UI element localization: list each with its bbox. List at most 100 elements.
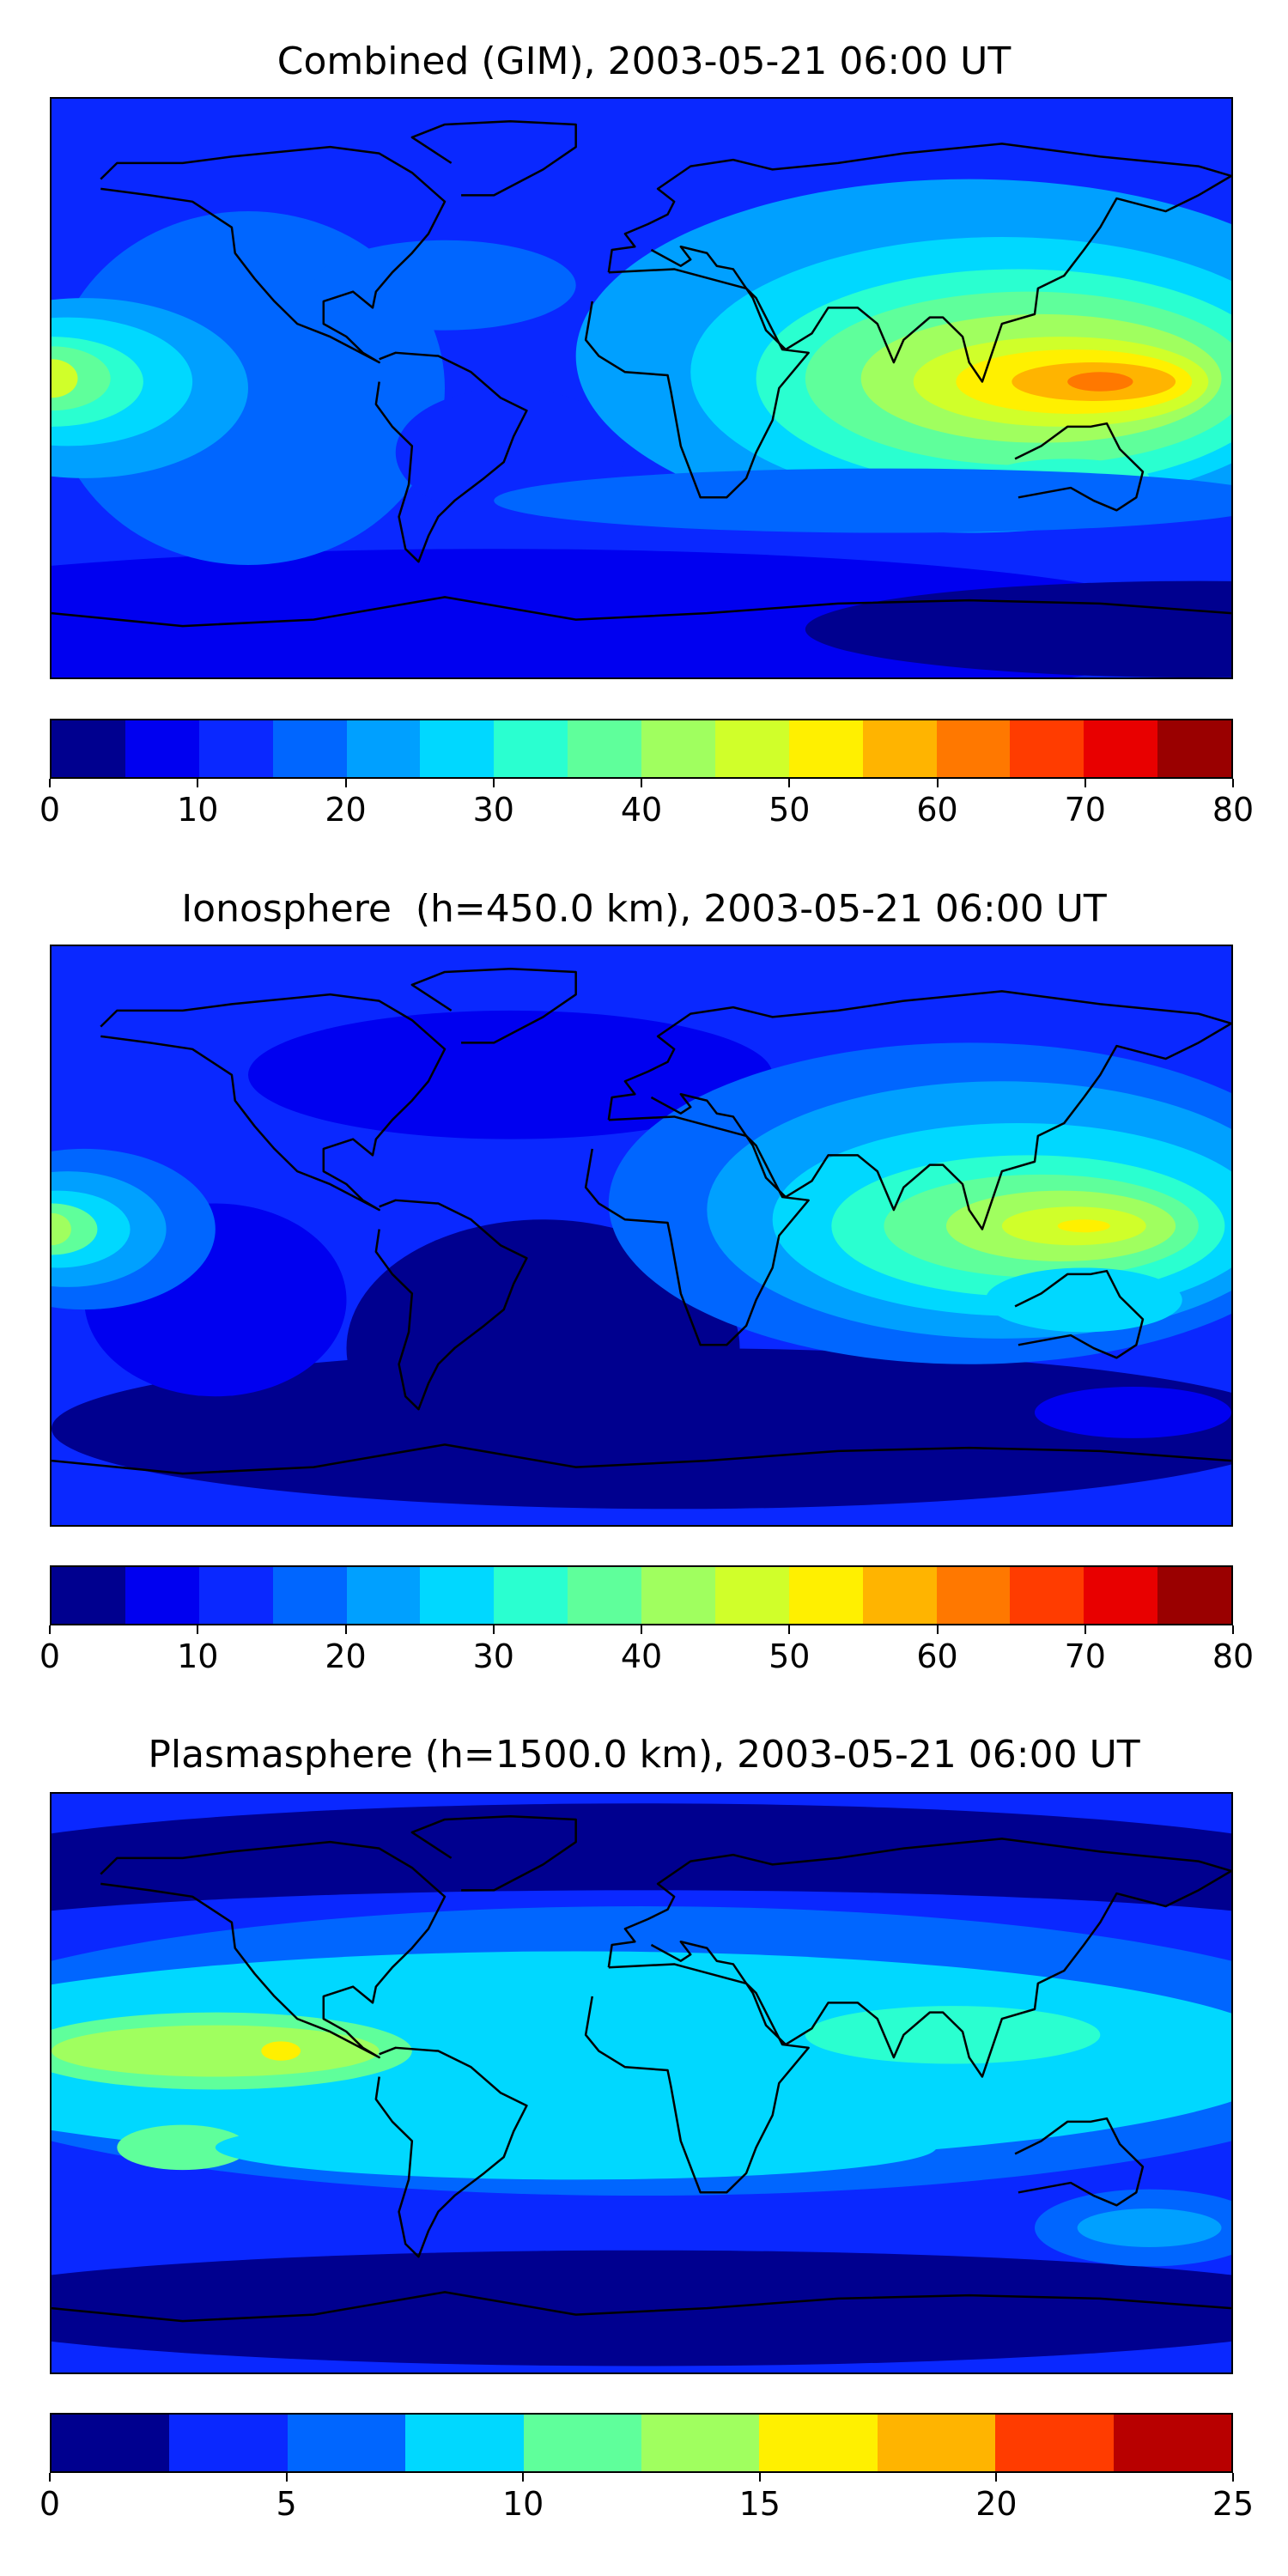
colorbar-tick [344,779,347,787]
colorbar-tick-label: 80 [1212,791,1255,829]
colorbar-tick [1232,1625,1234,1634]
colorbar-tick-label: 0 [39,1637,61,1675]
colorbar-segment [759,2415,878,2471]
map-combined [50,97,1233,679]
colorbar-segment [641,720,715,777]
colorbar-segment [169,2415,288,2471]
colorbar-tick [758,2473,761,2482]
colorbar-segment [287,2415,406,2471]
coastline [374,2046,528,2258]
colorbar-tick [1232,2473,1234,2482]
colorbar-tick [285,2473,288,2482]
contour-region [52,2025,380,2077]
coastline [100,1840,447,2059]
contour-region [52,346,111,411]
colorbar-tick [492,779,495,787]
colorbar-segment [1113,2415,1232,2471]
colorbar-segment [125,720,199,777]
contour-region [215,2115,937,2180]
colorbar-segment [568,1567,641,1624]
colorbar-tick [1232,779,1234,787]
contour-region [494,468,1231,533]
colorbar-tick [492,1625,495,1634]
colorbar-tick [1084,779,1086,787]
coastline [584,1115,810,1346]
colorbar-segment [1157,1567,1231,1624]
coastline [607,143,1231,383]
colorbar-segment [862,1567,937,1624]
colorbar-tick-label: 40 [620,1637,663,1675]
colorbar-segment [641,1567,715,1624]
colorbar-segment [1010,1567,1084,1624]
colorbar-tick [522,2473,525,2482]
colorbar-segment [995,2415,1114,2471]
map-ionosphere [50,945,1233,1527]
colorbar-segment [420,1567,495,1624]
colorbar-segment [788,1567,863,1624]
colorbar-tick-label: 20 [325,1637,367,1675]
colorbar-segment [125,1567,199,1624]
contour-region [52,2250,1231,2366]
colorbar-combined [50,719,1233,779]
coastline [584,1963,810,2194]
colorbar-tick-label: 50 [769,1637,811,1675]
colorbar-segment [936,1567,1011,1624]
contour-region [117,2124,248,2171]
colorbar-ionosphere [50,1565,1233,1625]
contour-region [313,240,576,331]
colorbar-tick [1084,1625,1086,1634]
contour-region [52,1951,1231,2164]
colorbar-segment [641,2415,760,2471]
colorbar-plasmasphere [50,2413,1233,2473]
colorbar-tick [641,779,642,787]
map-svg [52,99,1231,677]
colorbar-segment [936,720,1011,777]
coastline [607,990,1231,1230]
colorbar-tick-label: 40 [620,791,663,829]
colorbar-segment [52,720,125,777]
colorbar-tick-label: 50 [769,791,811,829]
colorbar-segment [420,720,495,777]
colorbar-tick-label: 20 [325,791,367,829]
coastline [584,268,810,499]
coastline [374,351,528,563]
colorbar-tick-label: 60 [916,791,958,829]
colorbar-tick-label: 70 [1064,1637,1106,1675]
coastline [410,967,577,1044]
colorbar-tick-label: 30 [472,1637,514,1675]
contour-region [261,2041,301,2061]
colorbar-tick [641,1625,642,1634]
colorbar-tick-label: 10 [177,1637,219,1675]
colorbar-tick [197,1625,199,1634]
colorbar-tick-label: 30 [472,791,514,829]
colorbar-segment [346,720,421,777]
map-svg [52,946,1231,1525]
colorbar-tick-label: 25 [1212,2485,1255,2523]
colorbar-tick [936,779,939,787]
colorbar-segment [1157,720,1231,777]
colorbar-tick [49,779,51,787]
colorbar-tick [197,779,199,787]
contour-region [1057,1219,1110,1233]
contour-region [1067,372,1133,392]
colorbar-ticks-ionosphere: 0 10 20 30 40 50 60 70 80 [39,1625,1254,1677]
contour-region [1077,2208,1222,2247]
coastline [100,145,447,364]
colorbar-segment [714,1567,789,1624]
map-plasmasphere [50,1792,1233,2374]
colorbar-tick-label: 0 [39,2485,61,2523]
colorbar-segment [1084,720,1158,777]
colorbar-segment [272,1567,347,1624]
map-svg [52,1794,1231,2372]
contour-region [985,1267,1182,1333]
colorbar-segment [1084,1567,1158,1624]
colorbar-tick [995,2473,998,2482]
colorbar-segment [198,1567,273,1624]
colorbar-tick-label: 15 [738,2485,781,2523]
contour-region [1035,1386,1231,1438]
colorbar-ticks-plasmasphere: 0 5 10 15 20 25 [39,2473,1254,2524]
coastline [410,1814,577,1892]
coastline [52,2291,1231,2323]
colorbar-tick-label: 10 [177,791,219,829]
colorbar-segment [198,720,273,777]
